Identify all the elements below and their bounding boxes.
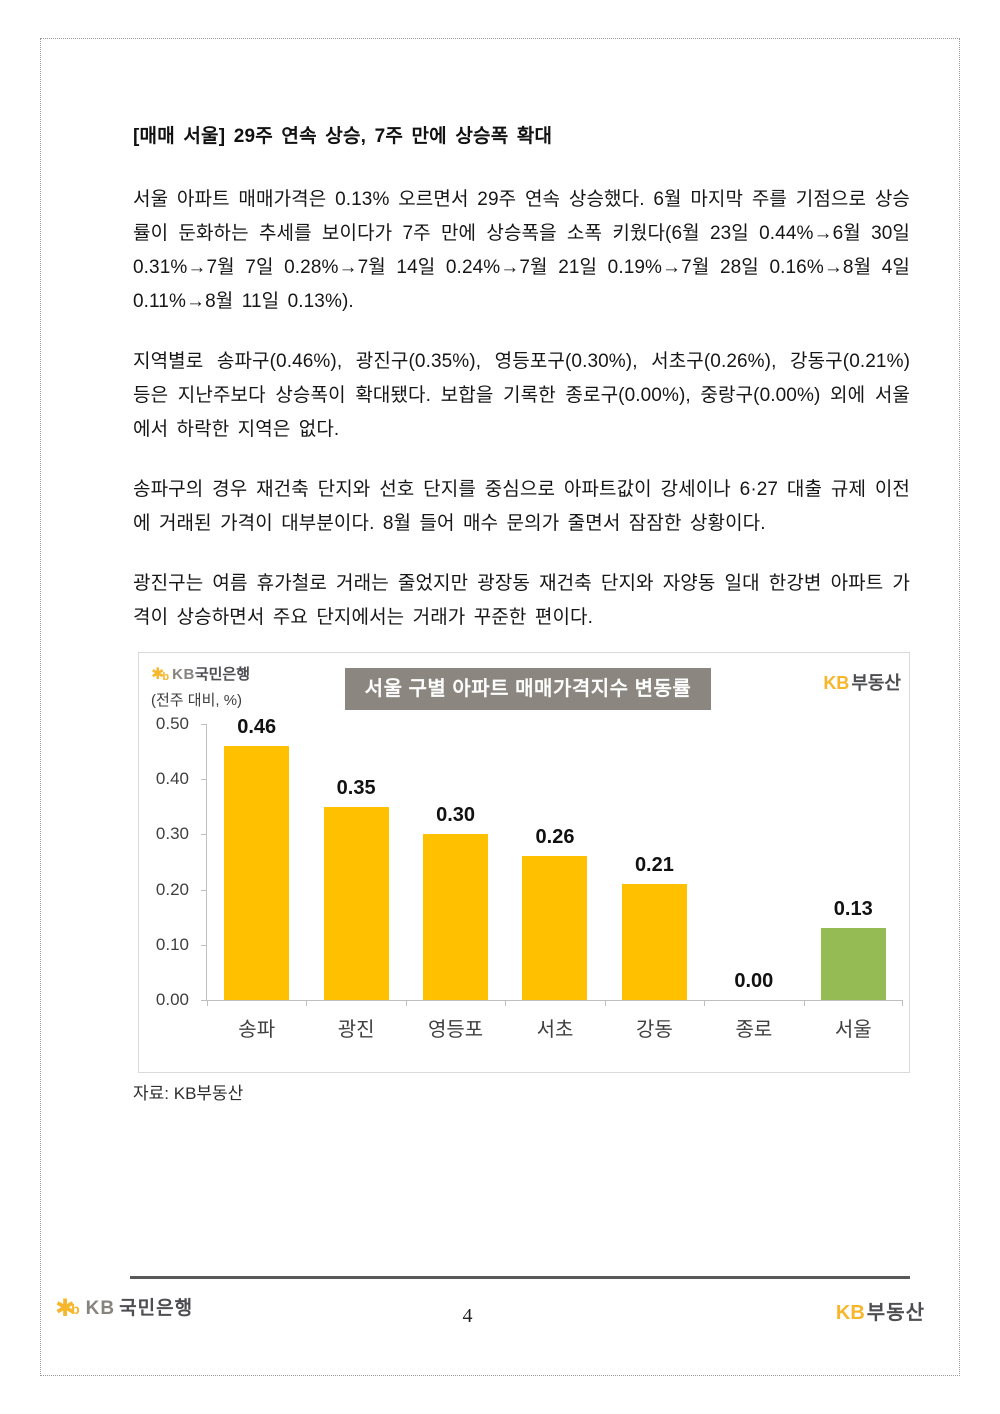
section-heading: [매매 서울] 29주 연속 상승, 7주 만에 상승폭 확대 bbox=[133, 126, 553, 147]
page-number: 4 bbox=[462, 1305, 473, 1327]
bar-value-label: 0.35 bbox=[336, 776, 376, 799]
footer-divider bbox=[130, 1276, 910, 1279]
category-label: 종로 bbox=[735, 1019, 773, 1041]
bar-column-2: 0.30 영등포 bbox=[406, 724, 505, 1041]
bar-value-label: 0.00 bbox=[734, 970, 774, 992]
bar bbox=[621, 884, 687, 1000]
category-label: 영등포 bbox=[427, 1019, 484, 1041]
bar-value-label: 0.21 bbox=[634, 854, 674, 877]
chart-unit-label: (전주 대비, %) bbox=[151, 692, 243, 709]
y-tick-label: 0.50 bbox=[155, 714, 189, 733]
kb-brand-text: KB bbox=[835, 1302, 865, 1324]
y-tick-label: 0.20 bbox=[155, 879, 189, 899]
bar bbox=[820, 928, 886, 1000]
y-tick-mark bbox=[201, 724, 207, 725]
y-tick-mark bbox=[201, 1000, 207, 1001]
footer-kb-realestate-logo: KB 부동산 bbox=[836, 1296, 925, 1325]
kb-realestate-logo: KB 부동산 bbox=[823, 669, 901, 695]
bar bbox=[522, 856, 588, 1000]
bar-value-label: 0.30 bbox=[436, 804, 476, 827]
kb-star-icon: ✱ bbox=[55, 1295, 76, 1322]
chart-title: 서울 구별 아파트 매매가격지수 변동률 bbox=[345, 668, 711, 710]
paragraph-price-trend: 서울 아파트 매매가격은 0.13% 오르면서 29주 연속 상승했다. 6월 … bbox=[133, 189, 910, 312]
y-tick-mark bbox=[201, 834, 207, 836]
y-tick-label: 0.40 bbox=[155, 769, 189, 789]
bar bbox=[423, 834, 489, 1000]
bank-logo-text: 국민은행 bbox=[194, 666, 251, 683]
bar-column-3: 0.26 서초 bbox=[505, 724, 604, 1041]
y-tick-mark bbox=[201, 889, 207, 891]
kb-star-b: b bbox=[71, 1301, 80, 1317]
bar-column-0: 0.46 송파 bbox=[207, 716, 306, 1041]
y-tick-mark bbox=[201, 779, 207, 781]
bank-logo-text: 국민은행 bbox=[119, 1298, 194, 1319]
y-tick-mark bbox=[201, 944, 207, 946]
bar-column-1: 0.35 광진 bbox=[306, 724, 405, 1041]
bar bbox=[323, 806, 389, 1000]
x-tick-mark bbox=[704, 1000, 706, 1006]
x-tick-mark bbox=[207, 1000, 208, 1006]
x-tick-mark bbox=[803, 1000, 805, 1006]
kb-brand-text: KB bbox=[823, 673, 850, 693]
bar-column-6: 0.13 서울 bbox=[804, 724, 903, 1041]
bar-column-4: 0.21 강동 bbox=[605, 724, 704, 1041]
y-tick-label: 0.00 bbox=[155, 990, 189, 1009]
x-tick-mark bbox=[902, 1000, 903, 1006]
chart-container: ✱b KB국민은행 (전주 대비, %) 서울 구별 아파트 매매가격지수 변동률… bbox=[138, 652, 910, 1073]
realestate-brand-text: 부동산 bbox=[866, 1302, 925, 1324]
kb-logo-text: KB bbox=[172, 666, 195, 683]
y-tick-label: 0.30 bbox=[155, 824, 189, 844]
kb-star-icon: ✱ bbox=[151, 666, 165, 683]
footer-kb-bank-logo: ✱b KB 국민은행 bbox=[55, 1293, 193, 1323]
category-label: 서초 bbox=[536, 1019, 574, 1041]
plot-area: 0.46 송파 0.35 광진 0.30 영등포 0.26 서초 0.21 강동 0.00 종로 0.1… bbox=[201, 716, 903, 1041]
y-tick-label: 0.10 bbox=[155, 934, 189, 954]
category-label: 서울 bbox=[834, 1019, 872, 1041]
kb-logo-text: KB bbox=[85, 1298, 116, 1319]
x-tick-mark bbox=[505, 1000, 507, 1006]
x-tick-mark bbox=[306, 1000, 308, 1006]
category-label: 강동 bbox=[636, 1019, 673, 1041]
x-tick-mark bbox=[604, 1000, 606, 1006]
y-axis-labels: 0.50 0.40 0.30 0.20 0.10 0.00 bbox=[139, 714, 189, 1009]
bar bbox=[224, 746, 290, 1000]
paragraph-gwangjin: 광진구는 여름 휴가철로 거래는 줄었지만 광장동 재건축 단지와 자양동 일대… bbox=[133, 573, 910, 628]
paragraph-districts: 지역별로 송파구(0.46%), 광진구(0.35%), 영등포구(0.30%)… bbox=[133, 351, 910, 440]
paragraph-songpa: 송파구의 경우 재건축 단지와 선호 단지를 중심으로 아파트값이 강세이나 6… bbox=[133, 479, 910, 534]
kb-bank-logo: ✱b KB국민은행 bbox=[151, 663, 250, 684]
bar-value-label: 0.46 bbox=[237, 716, 277, 739]
chart-source: 자료: KB부동산 bbox=[133, 1084, 244, 1103]
bar-value-label: 0.26 bbox=[535, 826, 575, 849]
kb-star-b: b bbox=[162, 671, 170, 683]
category-label: 광진 bbox=[337, 1019, 375, 1041]
bar-column-5: 0.00 종로 bbox=[704, 724, 803, 1041]
report-body: [매매 서울] 29주 연속 상승, 7주 만에 상승폭 확대 서울 아파트 매… bbox=[133, 121, 910, 648]
category-label: 송파 bbox=[238, 1019, 276, 1041]
realestate-brand-text: 부동산 bbox=[851, 673, 901, 693]
bar-value-label: 0.13 bbox=[833, 898, 873, 921]
x-tick-mark bbox=[405, 1000, 407, 1006]
